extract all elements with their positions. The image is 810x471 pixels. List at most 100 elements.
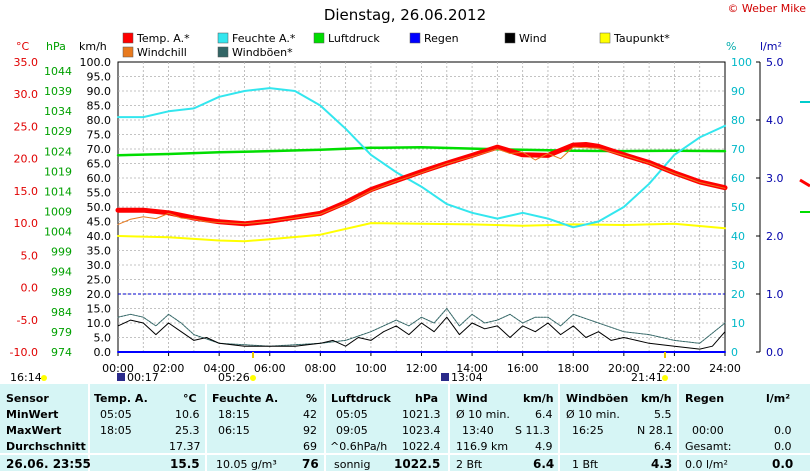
wind-tick: 35.0 xyxy=(87,245,112,258)
series-line-luftdruck xyxy=(116,146,727,157)
hdr-wind-unit: km/h xyxy=(523,392,554,405)
weather-chart: °C hPa km/h% l/m²35.030.025.020.015.010.05.… xyxy=(10,32,810,384)
legend-swatch xyxy=(504,32,516,44)
wind-bft: 2 Bft xyxy=(456,458,483,471)
legend-label: Feuchte A.* xyxy=(232,32,296,45)
gust-avg10: 5.5 xyxy=(654,408,672,421)
pressure-tick: 1024 xyxy=(44,145,72,158)
rain-now-label: 0.0 l/m² xyxy=(685,458,728,471)
legend-swatch xyxy=(599,32,611,44)
pressure-tick: 989 xyxy=(51,286,72,299)
wind-tick: 80.0 xyxy=(87,114,112,127)
humidity-tick: 40 xyxy=(731,230,745,243)
press-min: 1021.3 xyxy=(402,408,441,421)
wind-avg10: 6.4 xyxy=(535,408,553,421)
sun-dot-icon xyxy=(41,375,47,381)
humidity-tick: 50 xyxy=(731,201,745,214)
temp-tick: 10.0 xyxy=(14,217,39,230)
legend-swatch xyxy=(217,46,229,58)
wind-tick: 50.0 xyxy=(87,201,112,214)
wind-unit-label: km/h xyxy=(79,40,107,53)
hdr-hum: Feuchte A. xyxy=(212,392,279,405)
rain-tick: 5.0 xyxy=(766,56,784,69)
row-now-label: 26.06. 23:55 xyxy=(6,457,91,471)
humidity-unit-label: % xyxy=(726,40,736,53)
pressure-tick: 1019 xyxy=(44,165,72,178)
pressure-tick: 984 xyxy=(51,306,72,319)
wind-tick: 15.0 xyxy=(87,303,112,316)
press-max-time: 09:05 xyxy=(336,424,368,437)
wind-avg10-label: Ø 10 min. xyxy=(456,408,510,421)
wind-tick: 90.0 xyxy=(87,85,112,98)
temp-tick: 0.0 xyxy=(21,282,39,295)
rain-tick: 4.0 xyxy=(766,114,784,127)
gust-avg10-label: Ø 10 min. xyxy=(566,408,620,421)
legend-label: Luftdruck xyxy=(328,32,380,45)
gust-avg: 6.4 xyxy=(654,440,672,453)
time-tick: 04:00 xyxy=(203,362,235,375)
time-tick: 24:00 xyxy=(709,362,741,375)
humidity-tick: 70 xyxy=(731,143,745,156)
rain-tick: 2.0 xyxy=(766,230,784,243)
wind-tick: 85.0 xyxy=(87,100,112,113)
temp-tick: 25.0 xyxy=(14,120,39,133)
time-tick: 12:00 xyxy=(406,362,438,375)
noon-moon-icon xyxy=(441,373,449,381)
series-line-windchill xyxy=(117,146,726,225)
hdr-press-unit: hPa xyxy=(415,392,439,405)
series-line-tempa xyxy=(115,142,728,227)
rain-total-label: Gesamt: xyxy=(685,440,732,453)
time-tick: 02:00 xyxy=(153,362,185,375)
hum-max-time: 06:15 xyxy=(218,424,250,437)
wind-now: 6.4 xyxy=(533,457,555,471)
right-temp-stub xyxy=(799,178,810,188)
legend-label: Wind xyxy=(519,32,547,45)
row-avg-label: Durchschnitt xyxy=(6,440,86,453)
legend-swatch xyxy=(217,32,229,44)
hdr-gust-unit: km/h xyxy=(641,392,672,405)
wind-tick: 0.0 xyxy=(94,346,112,359)
stats-table: Sensor MinWert MaxWert Durchschnitt 26.0… xyxy=(0,384,810,471)
wind-tick: 70.0 xyxy=(87,143,112,156)
rain-now: 0.0 xyxy=(772,457,794,471)
wind-tick: 55.0 xyxy=(87,187,112,200)
pressure-tick: 1009 xyxy=(44,206,72,219)
hdr-gust: Windböen xyxy=(566,392,629,405)
temp-now: 15.5 xyxy=(170,457,200,471)
wind-tick: 25.0 xyxy=(87,274,112,287)
humidity-tick: 80 xyxy=(731,114,745,127)
hum-avg: 69 xyxy=(303,440,317,453)
rain-tick: 0.0 xyxy=(766,346,784,359)
legend-label: Windchill xyxy=(137,46,187,59)
temp-tick: 15.0 xyxy=(14,185,39,198)
hdr-wind: Wind xyxy=(456,392,488,405)
pressure-tick: 1034 xyxy=(44,105,72,118)
rise-mark-label: 00:17 xyxy=(127,371,159,384)
pressure-tick: 1004 xyxy=(44,226,72,239)
time-tick: 20:00 xyxy=(608,362,640,375)
series-line-wind xyxy=(117,316,726,350)
hum-abs: 10.05 g/m³ xyxy=(216,458,277,471)
press-trend: ^0.6hPa/h xyxy=(330,440,388,453)
row-max-label: MaxWert xyxy=(6,424,62,437)
gust-max: N 28.1 xyxy=(637,424,674,437)
wind-tick: 65.0 xyxy=(87,158,112,171)
rain-t1: 00:00 xyxy=(692,424,724,437)
pressure-unit-label: hPa xyxy=(46,40,66,53)
humidity-tick: 90 xyxy=(731,85,745,98)
gust-max-time: 16:25 xyxy=(572,424,604,437)
wind-tick: 20.0 xyxy=(87,288,112,301)
press-now: 1022.5 xyxy=(394,457,441,471)
legend-label: Temp. A.* xyxy=(136,32,190,45)
left-time-label: 16:14 xyxy=(10,371,42,384)
pressure-tick: 994 xyxy=(51,266,72,279)
sunset-label: 21:41 xyxy=(631,371,663,384)
wind-avg: 4.9 xyxy=(535,440,553,453)
time-tick: 08:00 xyxy=(304,362,336,375)
sunrise-dot-icon xyxy=(250,375,256,381)
legend-swatch xyxy=(409,32,421,44)
temp-tick: 5.0 xyxy=(21,249,39,262)
wind-tick: 30.0 xyxy=(87,259,112,272)
moon-icon xyxy=(117,373,125,381)
hum-min-time: 18:15 xyxy=(218,408,250,421)
